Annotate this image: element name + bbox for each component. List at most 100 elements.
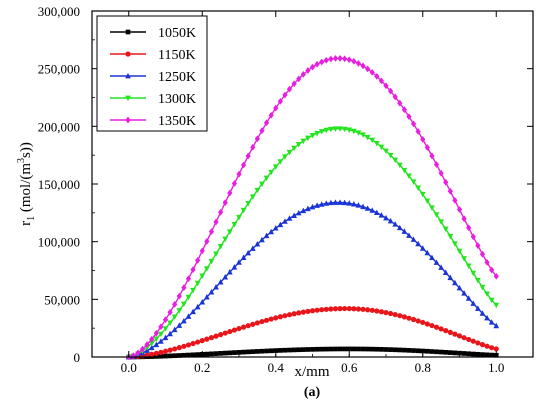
legend-label: 1150K: [158, 48, 196, 63]
data-point: [158, 331, 164, 338]
data-point: [351, 306, 357, 312]
data-point: [305, 135, 311, 142]
data-point: [410, 316, 417, 323]
data-point: [305, 67, 311, 74]
x-tick-label: 0.2: [194, 360, 210, 375]
data-point: [245, 249, 252, 256]
data-point: [360, 346, 366, 352]
data-point: [181, 301, 187, 308]
data-point: [236, 350, 242, 355]
data-point: [305, 308, 311, 314]
data-point: [203, 294, 210, 300]
data-point: [278, 348, 283, 353]
data-point: [429, 349, 435, 354]
data-point: [452, 197, 458, 204]
data-point: [148, 344, 155, 351]
data-point: [208, 228, 215, 236]
y-axis-title-mid: (mol/(m: [18, 163, 34, 216]
y-axis-title-end: s)): [18, 142, 34, 158]
data-point: [332, 55, 339, 62]
data-point: [199, 298, 206, 305]
data-point: [365, 307, 371, 313]
data-point: [355, 306, 362, 312]
data-point: [410, 236, 417, 242]
data-point: [378, 77, 385, 85]
data-point: [295, 209, 302, 216]
legend-box: [96, 15, 208, 132]
data-point: [332, 306, 339, 312]
data-point: [415, 348, 421, 354]
data-point: [433, 161, 440, 168]
data-point: [268, 348, 274, 354]
data-point: [342, 55, 348, 63]
data-point: [273, 315, 279, 321]
data-point: [374, 73, 380, 80]
data-point: [429, 152, 435, 160]
data-point: [314, 60, 320, 68]
data-point: [323, 56, 329, 64]
data-point: [263, 317, 270, 323]
legend-marker: [125, 29, 131, 35]
data-point: [470, 351, 476, 357]
data-point: [360, 203, 366, 210]
data-point: [222, 199, 228, 207]
data-point: [341, 126, 348, 133]
data-point: [452, 279, 458, 286]
data-point: [296, 347, 302, 353]
data-point: [396, 162, 403, 169]
data-point: [149, 335, 155, 343]
data-point: [199, 338, 205, 344]
data-point: [190, 266, 196, 274]
data-point: [273, 348, 279, 353]
data-point: [489, 266, 495, 274]
data-point: [314, 130, 320, 137]
data-point: [350, 201, 357, 207]
x-axis: 0.0 0.2 0.4 0.6 0.8 1.0: [91, 11, 534, 375]
data-point: [245, 323, 251, 329]
data-point: [319, 58, 325, 66]
data-point: [401, 228, 408, 234]
data-point: [350, 128, 357, 135]
data-point: [203, 266, 210, 272]
data-point: [323, 306, 329, 312]
data-point: [351, 57, 357, 65]
data-point: [208, 335, 215, 341]
x-tick-label: 0.0: [121, 360, 137, 375]
data-point: [172, 301, 178, 308]
data-point: [309, 63, 316, 71]
x-tick-label: 1.0: [488, 360, 504, 375]
data-point: [383, 309, 389, 316]
data-point: [318, 129, 325, 135]
data-point: [172, 346, 178, 352]
y-tick-label: 300,000: [38, 4, 80, 19]
legend-marker: [125, 51, 131, 57]
data-point: [300, 71, 306, 78]
data-point: [332, 126, 339, 132]
data-point: [222, 330, 228, 336]
data-point: [378, 144, 385, 151]
data-point: [291, 145, 297, 152]
data-point: [245, 152, 251, 160]
data-point: [429, 254, 435, 261]
data-point: [365, 65, 371, 73]
data-point: [208, 258, 215, 265]
data-point: [282, 218, 288, 224]
data-point: [351, 346, 357, 352]
data-point: [438, 349, 444, 355]
data-point: [401, 314, 407, 320]
data-point: [218, 208, 224, 216]
y-axis-title-sub: 1: [26, 216, 37, 221]
data-point: [466, 224, 472, 232]
data-point: [186, 352, 191, 358]
data-point: [475, 277, 481, 284]
data-point: [240, 161, 247, 169]
data-point: [185, 313, 192, 319]
y-axis-title-sup: 3: [16, 158, 27, 163]
data-point: [240, 324, 247, 330]
data-point: [392, 221, 399, 227]
data-point: [484, 352, 490, 358]
data-point: [328, 55, 334, 63]
data-point: [383, 214, 389, 221]
data-point: [429, 322, 435, 329]
y-axis-title-r: r: [18, 221, 34, 226]
